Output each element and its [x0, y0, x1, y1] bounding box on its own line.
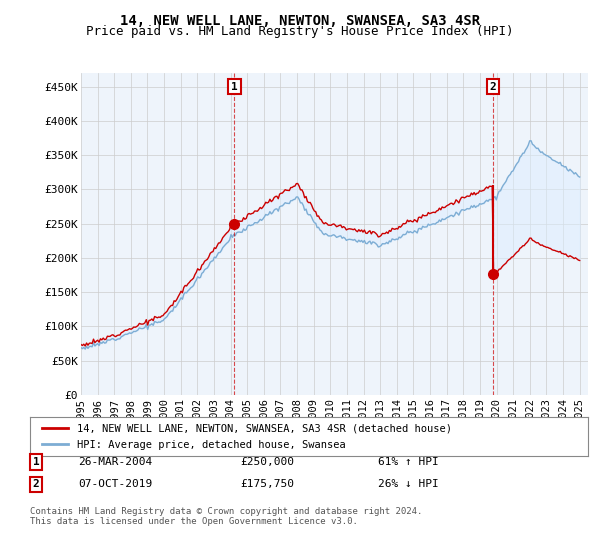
Text: 26-MAR-2004: 26-MAR-2004 [78, 457, 152, 467]
Text: Contains HM Land Registry data © Crown copyright and database right 2024.
This d: Contains HM Land Registry data © Crown c… [30, 507, 422, 526]
Text: 2: 2 [490, 82, 496, 91]
Text: Price paid vs. HM Land Registry's House Price Index (HPI): Price paid vs. HM Land Registry's House … [86, 25, 514, 38]
Text: £175,750: £175,750 [240, 479, 294, 489]
Text: 61% ↑ HPI: 61% ↑ HPI [378, 457, 439, 467]
Text: 07-OCT-2019: 07-OCT-2019 [78, 479, 152, 489]
Legend: 14, NEW WELL LANE, NEWTON, SWANSEA, SA3 4SR (detached house), HPI: Average price: 14, NEW WELL LANE, NEWTON, SWANSEA, SA3 … [38, 419, 456, 454]
Text: 14, NEW WELL LANE, NEWTON, SWANSEA, SA3 4SR: 14, NEW WELL LANE, NEWTON, SWANSEA, SA3 … [120, 14, 480, 28]
Text: 26% ↓ HPI: 26% ↓ HPI [378, 479, 439, 489]
Text: £250,000: £250,000 [240, 457, 294, 467]
Text: 1: 1 [231, 82, 238, 91]
Text: 1: 1 [32, 457, 40, 467]
Text: 2: 2 [32, 479, 40, 489]
